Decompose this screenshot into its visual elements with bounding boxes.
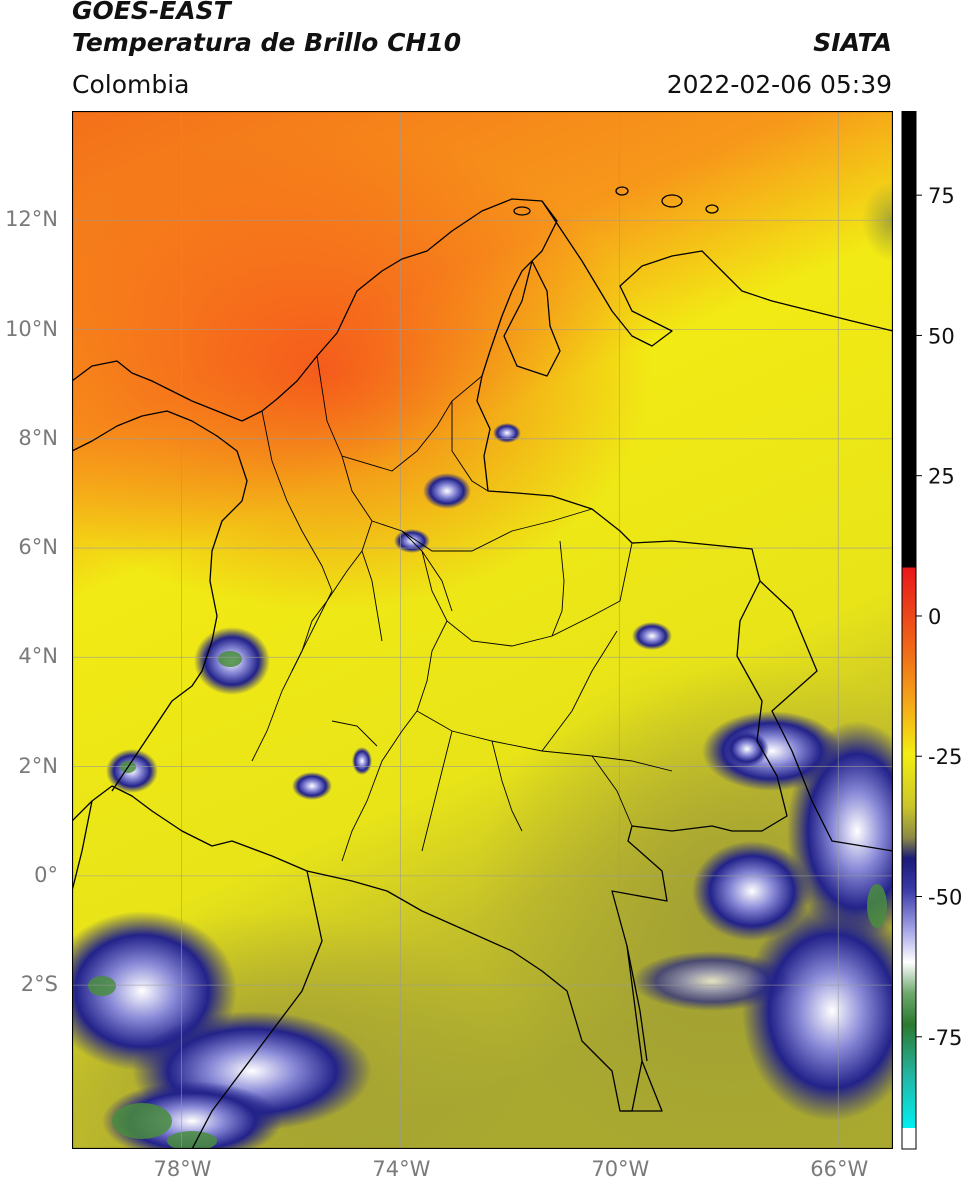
datetime-label: 2022-02-06 05:39 [666, 70, 892, 99]
colorbar: 75 50 25 0 -25 -50 -75 [901, 111, 962, 1150]
satellite-map [72, 111, 893, 1149]
country-borders [72, 186, 893, 1149]
colorbar-scale [901, 111, 917, 1150]
colorbar-tick-label: 75 [928, 184, 955, 208]
cold-cloud-tops [72, 181, 893, 1149]
lat-tick-label: 10°N [5, 316, 58, 341]
region-label: Colombia [72, 70, 190, 99]
colorbar-tick-label: -25 [928, 745, 962, 769]
lat-tick-label: 6°N [18, 535, 58, 560]
product-title: Temperatura de Brillo CH10 [72, 28, 462, 57]
lon-tick-label: 78°W [153, 1157, 212, 1181]
warm-region [72, 131, 652, 611]
lat-tick-label: 2°N [18, 753, 58, 778]
lon-tick-label: 66°W [810, 1157, 869, 1181]
graticule [72, 111, 893, 1149]
agency-label: SIATA [813, 28, 892, 57]
lat-tick-label: 12°N [5, 207, 58, 232]
colorbar-tick-label: 0 [928, 605, 941, 629]
lon-tick-label: 74°W [372, 1157, 431, 1181]
colorbar-tick-label: 50 [928, 324, 955, 348]
colorbar-ticks: 75 50 25 0 -25 -50 -75 [916, 184, 962, 1050]
lat-tick-label: 8°N [18, 425, 58, 450]
lon-tick-label: 70°W [591, 1157, 650, 1181]
lat-tick-label: 4°N [18, 644, 58, 669]
satellite-title: GOES-EAST [72, 0, 231, 25]
lat-tick-label: 0° [34, 862, 58, 887]
department-borders [251, 355, 673, 862]
colorbar-tick-label: -50 [928, 886, 962, 910]
lat-tick-label: 2°S [20, 972, 58, 997]
map-frame [72, 111, 893, 1149]
colorbar-tick-label: 25 [928, 465, 955, 489]
green-cloud-cores [88, 651, 887, 1149]
colorbar-tick-label: -75 [928, 1026, 962, 1050]
